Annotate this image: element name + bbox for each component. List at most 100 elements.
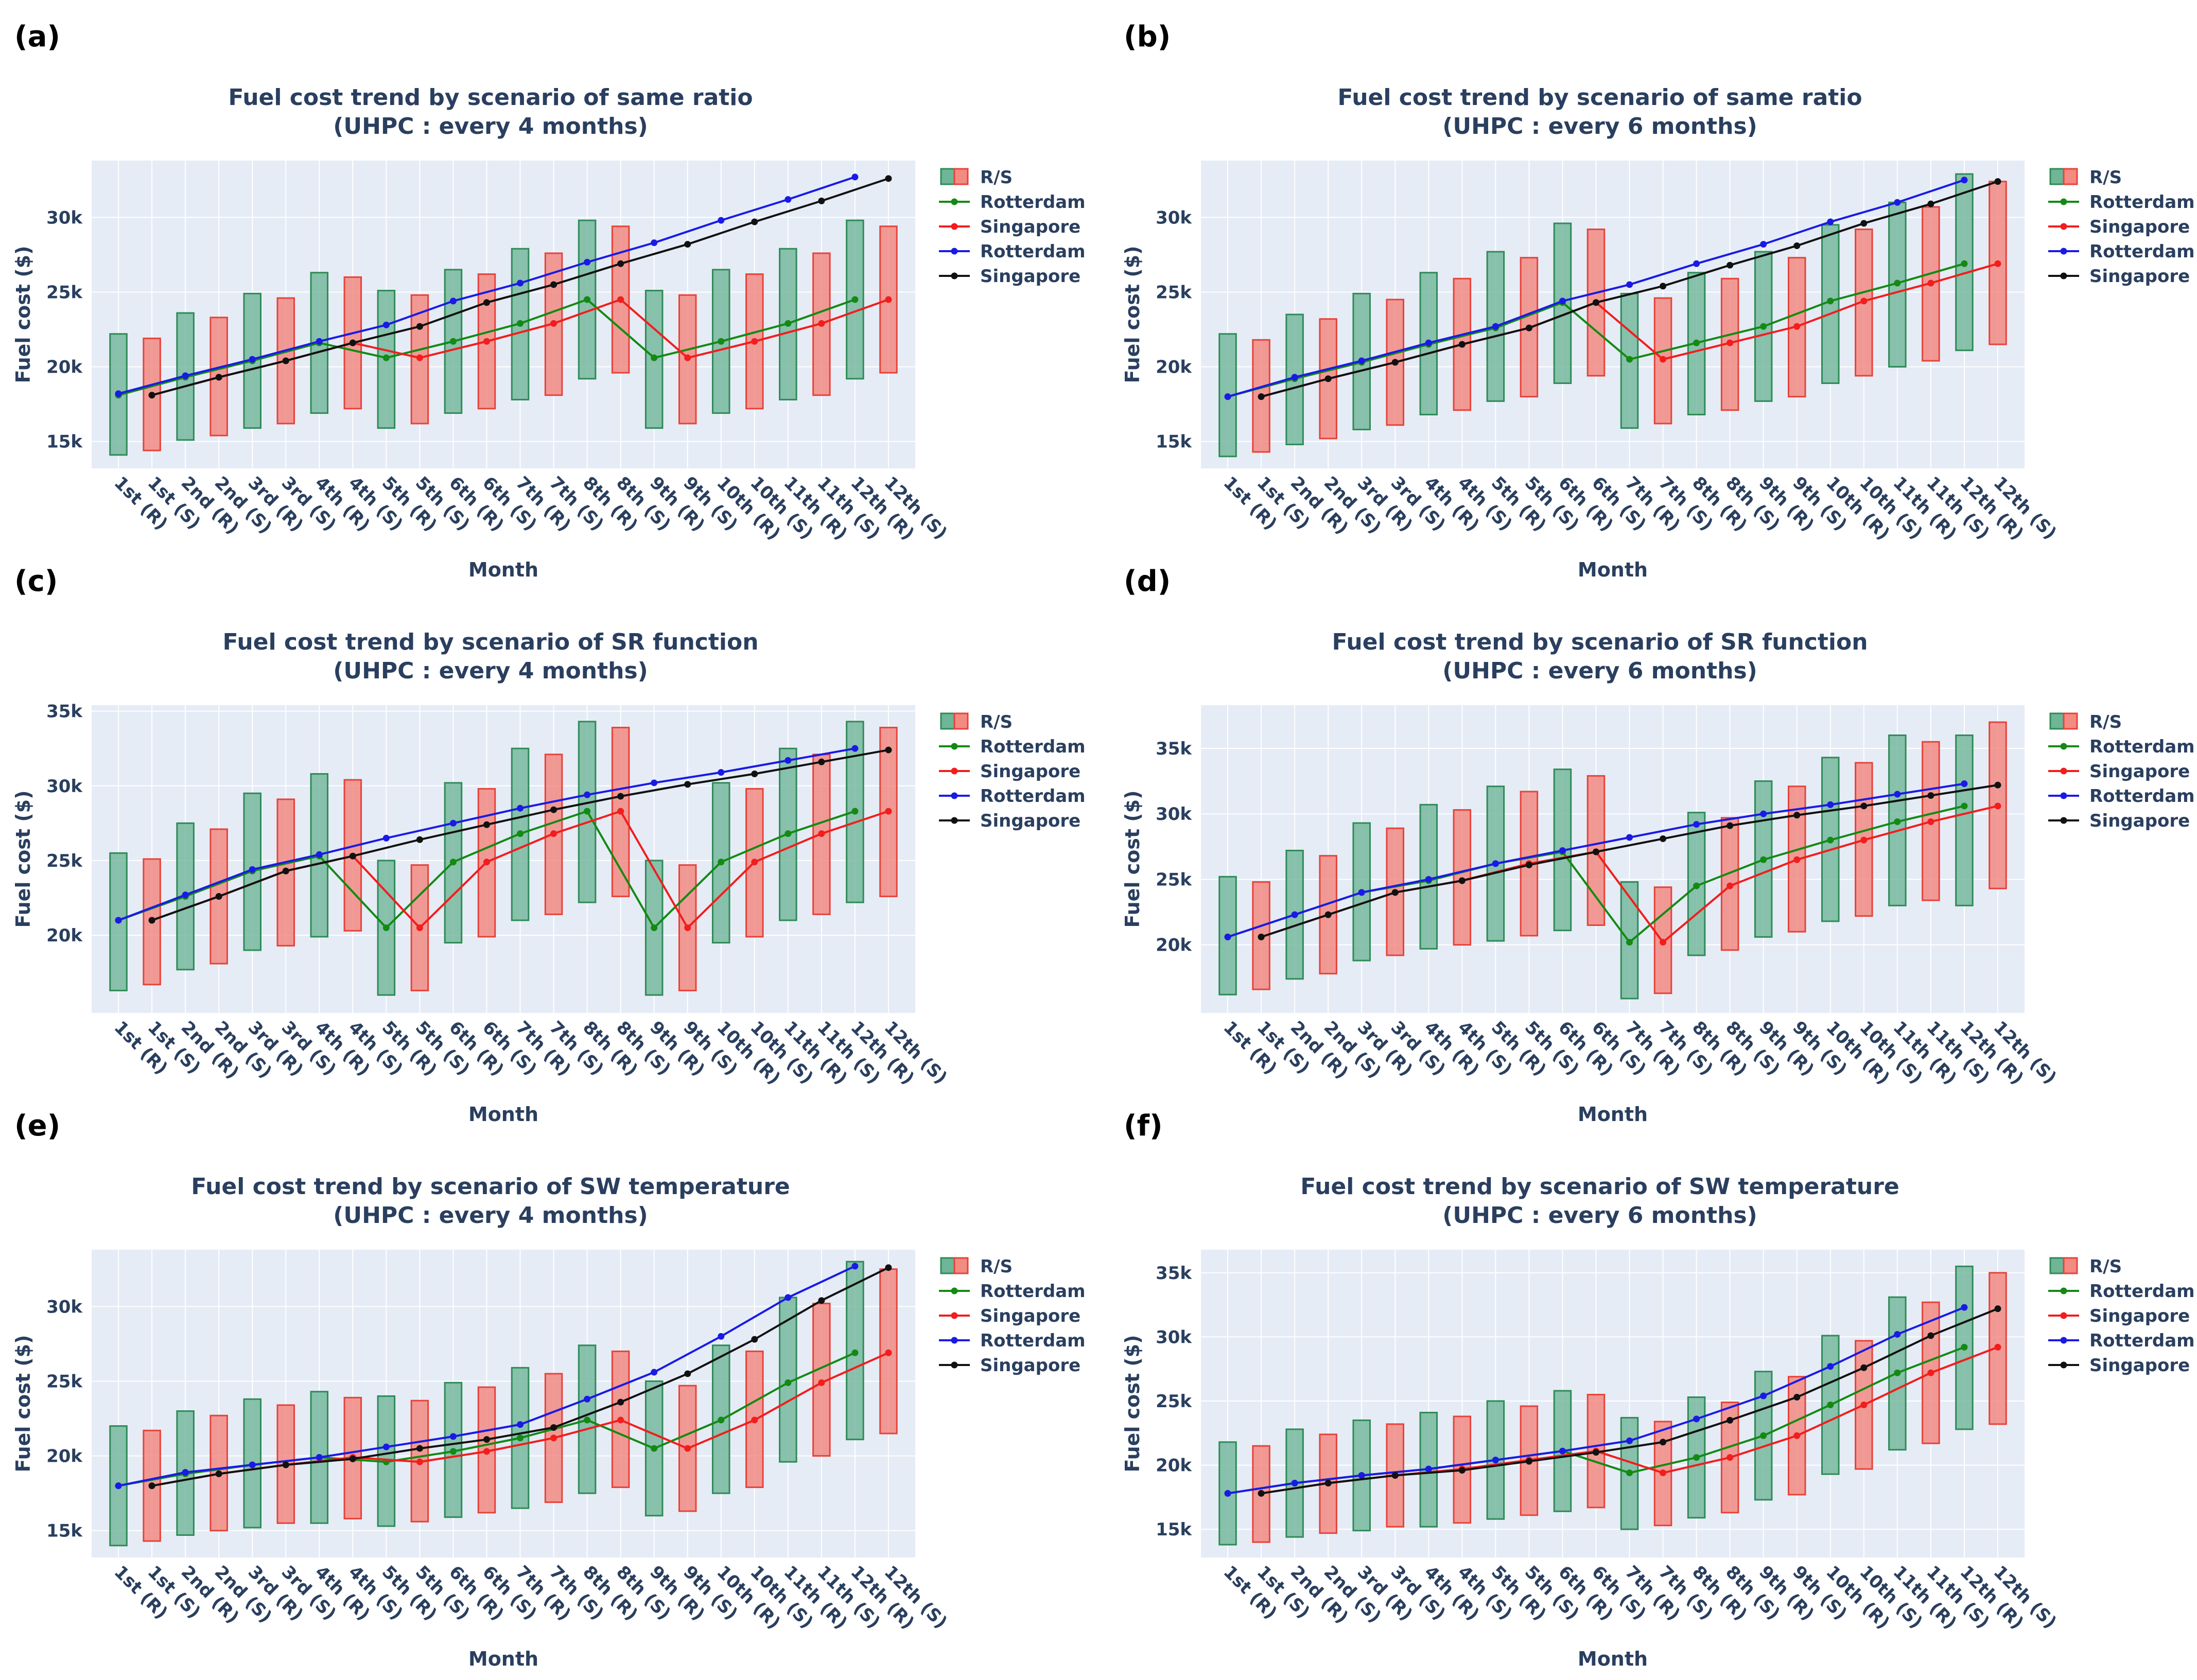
- series-point: [1291, 374, 1298, 381]
- series-point: [851, 745, 859, 752]
- series-point: [1224, 1490, 1231, 1497]
- series-point: [550, 830, 557, 837]
- series-point: [584, 1416, 591, 1424]
- series-point: [517, 1434, 524, 1442]
- legend-label: Rotterdam: [980, 737, 1086, 757]
- series-point: [784, 1379, 792, 1386]
- y-tick-label: 25k: [1156, 282, 1192, 303]
- series-point: [1793, 856, 1801, 863]
- series-point: [483, 821, 490, 828]
- series-point: [1660, 835, 1667, 843]
- legend-swatch-singapore-box: [953, 168, 969, 185]
- y-tick-label: 35k: [1156, 1263, 1192, 1284]
- series-point: [349, 852, 356, 860]
- y-axis-title: Fuel cost ($): [1121, 791, 1144, 928]
- series-point: [282, 357, 289, 364]
- series-point: [885, 175, 892, 182]
- legend-label: Rotterdam: [980, 192, 1086, 213]
- series-point: [1994, 1305, 2001, 1312]
- legend-label: Singapore: [980, 266, 1080, 287]
- series-point: [1860, 802, 1868, 810]
- range-box-singapore: [611, 1350, 630, 1489]
- series-point: [851, 1263, 859, 1270]
- series-point: [1827, 218, 1834, 225]
- y-axis-title: Fuel cost ($): [12, 1335, 34, 1473]
- y-tick-label: 15k: [46, 1521, 83, 1542]
- series-point: [1760, 810, 1767, 817]
- legend-label: Singapore: [2089, 217, 2190, 237]
- series-line: [1227, 782, 1965, 938]
- series-point: [1760, 323, 1767, 330]
- series-point: [1727, 822, 1734, 829]
- series-point: [316, 338, 323, 345]
- series-point: [449, 338, 457, 345]
- series-point: [1391, 1472, 1399, 1479]
- series-point: [885, 296, 892, 303]
- series-point: [818, 758, 825, 765]
- series-line: [151, 1267, 889, 1487]
- series-point: [751, 1336, 758, 1343]
- series-point: [1894, 1369, 1901, 1376]
- series-point: [684, 1370, 691, 1377]
- legend-label: R/S: [2089, 1256, 2122, 1277]
- series-point: [1793, 323, 1801, 330]
- legend-label: R/S: [2089, 167, 2122, 188]
- series-point: [1258, 933, 1265, 940]
- series-point: [851, 173, 859, 181]
- series-point: [617, 1416, 624, 1424]
- series-point: [382, 834, 390, 842]
- series-line: [1261, 784, 1998, 938]
- series-point: [382, 354, 390, 361]
- legend-swatch-marker: [2060, 767, 2067, 775]
- series-point: [1793, 242, 1801, 249]
- series-point: [1894, 1331, 1901, 1338]
- legend-label: Rotterdam: [2089, 1331, 2195, 1351]
- series-point: [617, 793, 624, 800]
- series-point: [1827, 1401, 1834, 1408]
- series-point: [784, 196, 792, 203]
- panel-label: (f): [1124, 1109, 1163, 1143]
- y-tick-label: 25k: [46, 282, 83, 303]
- series-point: [1994, 781, 2001, 789]
- series-point: [1224, 933, 1231, 940]
- chart-panel: (f) Fuel cost trend by scenario of SW tem…: [1121, 1109, 2195, 1670]
- series-point: [1258, 1490, 1265, 1497]
- series-point: [1994, 260, 2001, 267]
- series-point: [651, 239, 658, 247]
- series-point: [584, 791, 591, 798]
- series-point: [617, 808, 624, 815]
- series-point: [751, 338, 758, 345]
- series-point: [416, 323, 423, 330]
- series-point: [1559, 1447, 1566, 1455]
- series-point: [249, 866, 256, 873]
- series-point: [1660, 283, 1667, 290]
- legend-label: Rotterdam: [980, 1331, 1086, 1351]
- series-point: [1258, 393, 1265, 400]
- panel-label: (c): [14, 565, 58, 598]
- y-tick-label: 30k: [1156, 1327, 1192, 1347]
- series-point: [1827, 1363, 1834, 1370]
- series-point: [584, 1395, 591, 1403]
- legend-label: R/S: [980, 712, 1013, 732]
- series-line: [1261, 180, 1998, 398]
- panel-label: (a): [14, 20, 60, 54]
- legend-swatch-marker: [951, 272, 958, 279]
- legend-swatch-marker: [951, 1287, 958, 1294]
- y-tick-label: 20k: [46, 925, 83, 946]
- series-point: [1425, 339, 1432, 346]
- series-point: [1660, 356, 1667, 363]
- panel-label: (b): [1124, 20, 1171, 54]
- chart-title-line2: (UHPC : every 4 months): [333, 658, 648, 684]
- legend-swatch-marker: [2060, 248, 2067, 255]
- legend-swatch-marker: [2060, 1337, 2067, 1344]
- series-point: [1860, 220, 1868, 227]
- series-point: [550, 806, 557, 813]
- series-point: [1961, 260, 1968, 267]
- series-point: [517, 320, 524, 327]
- legend-swatch-singapore-box: [2063, 168, 2078, 185]
- series-point: [1894, 791, 1901, 798]
- legend-label: Singapore: [980, 217, 1080, 237]
- series-point: [885, 1264, 892, 1271]
- series-point: [148, 1482, 155, 1490]
- series-point: [851, 296, 859, 303]
